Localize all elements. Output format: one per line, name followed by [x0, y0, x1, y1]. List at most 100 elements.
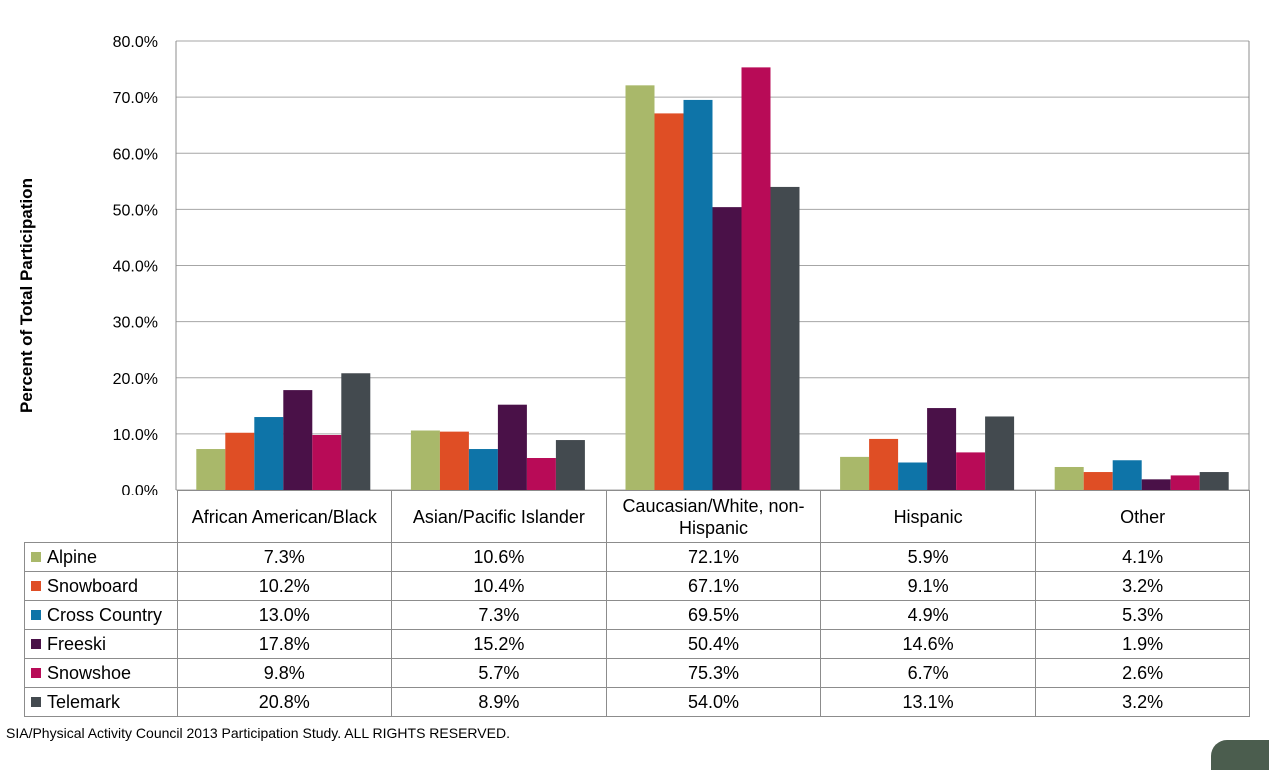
- legend-swatch: [31, 551, 41, 562]
- bar: [254, 417, 284, 490]
- bar: [196, 449, 226, 490]
- legend-swatch: [31, 580, 41, 591]
- legend-swatch: [31, 609, 41, 620]
- y-axis-label: Percent of Total Participation: [17, 178, 36, 413]
- table-row: Alpine 7.3% 10.6% 72.1% 5.9% 4.1%: [24, 542, 1251, 572]
- series-name: Freeski: [47, 633, 107, 654]
- legend-entry: Snowboard: [24, 571, 178, 601]
- data-label: 10.4%: [391, 571, 607, 601]
- legend-swatch: [31, 638, 41, 649]
- data-label: 10.2%: [176, 571, 393, 601]
- data-label: 20.8%: [176, 687, 393, 717]
- bar: [341, 373, 371, 490]
- series-name: Snowshoe: [47, 662, 132, 683]
- x-category-label: African American/Black: [176, 490, 393, 543]
- x-category-label: Other: [1034, 490, 1251, 543]
- data-label: 15.2%: [391, 629, 607, 659]
- series-name: Snowboard: [47, 575, 139, 596]
- data-label: 10.6%: [391, 542, 607, 572]
- bar: [497, 404, 527, 490]
- data-label: 6.7%: [820, 658, 1036, 688]
- table-header-row: African American/Black Asian/Pacific Isla…: [24, 490, 1251, 543]
- x-category-label: Caucasian/White, non-Hispanic: [605, 490, 822, 543]
- bar: [869, 438, 899, 490]
- data-label: 3.2%: [1034, 571, 1251, 601]
- data-table: African American/Black Asian/Pacific Isla…: [24, 490, 1251, 717]
- series-name: Cross Country: [47, 604, 163, 625]
- data-label: 7.3%: [391, 600, 607, 630]
- data-label: 9.1%: [820, 571, 1036, 601]
- series-name: Telemark: [47, 691, 121, 712]
- data-label: 5.3%: [1034, 600, 1251, 630]
- data-label: 17.8%: [176, 629, 393, 659]
- bar: [225, 432, 255, 490]
- bar: [1112, 460, 1142, 490]
- y-tick-label: 10.0%: [113, 427, 158, 444]
- legend-entry: Alpine: [24, 542, 178, 572]
- bar: [283, 390, 313, 490]
- bar: [654, 113, 684, 491]
- data-label: 2.6%: [1034, 658, 1251, 688]
- bar: [683, 99, 713, 491]
- bar: [1170, 475, 1200, 490]
- y-tick-label: 80.0%: [113, 34, 158, 51]
- bar: [555, 440, 585, 490]
- bar: [712, 207, 742, 490]
- corner-tab: [1211, 740, 1269, 770]
- data-label: 72.1%: [605, 542, 822, 572]
- x-category-label: Hispanic: [820, 490, 1036, 543]
- data-label: 4.1%: [1034, 542, 1251, 572]
- y-tick-label: 60.0%: [113, 146, 158, 163]
- bar: [741, 67, 771, 490]
- data-label: 13.1%: [820, 687, 1036, 717]
- data-label: 69.5%: [605, 600, 822, 630]
- data-label: 5.9%: [820, 542, 1036, 572]
- bar: [898, 462, 928, 490]
- table-row: Snowshoe 9.8% 5.7% 75.3% 6.7% 2.6%: [24, 658, 1251, 688]
- bar: [439, 431, 469, 490]
- data-label: 3.2%: [1034, 687, 1251, 717]
- y-tick-label: 50.0%: [113, 202, 158, 219]
- data-label: 7.3%: [176, 542, 393, 572]
- data-label: 9.8%: [176, 658, 393, 688]
- legend-entry: Freeski: [24, 629, 178, 659]
- table-row: Snowboard 10.2% 10.4% 67.1% 9.1% 3.2%: [24, 571, 1251, 601]
- series-name: Alpine: [47, 546, 98, 567]
- legend-swatch: [31, 667, 41, 678]
- bar: [927, 408, 957, 490]
- data-label: 8.9%: [391, 687, 607, 717]
- bar: [410, 430, 440, 490]
- bar: [1141, 479, 1171, 490]
- legend-entry: Snowshoe: [24, 658, 178, 688]
- data-label: 75.3%: [605, 658, 822, 688]
- y-tick-label: 40.0%: [113, 259, 158, 276]
- source-note: SIA/Physical Activity Council 2013 Parti…: [6, 725, 510, 741]
- bar: [770, 186, 800, 491]
- data-label: 5.7%: [391, 658, 607, 688]
- data-label: 50.4%: [605, 629, 822, 659]
- table-row: Freeski 17.8% 15.2% 50.4% 14.6% 1.9%: [24, 629, 1251, 659]
- bar: [1199, 472, 1229, 490]
- data-label: 54.0%: [605, 687, 822, 717]
- bar-chart: 0.0%10.0%20.0%30.0%40.0%50.0%60.0%70.0%8…: [17, 34, 1250, 495]
- bar: [526, 458, 556, 490]
- y-tick-label: 70.0%: [113, 90, 158, 107]
- bar: [1083, 472, 1113, 490]
- data-label: 1.9%: [1034, 629, 1251, 659]
- bar: [312, 434, 342, 490]
- bar: [840, 456, 870, 490]
- table-row: Telemark 20.8% 8.9% 54.0% 13.1% 3.2%: [24, 687, 1251, 717]
- bar: [1054, 466, 1084, 490]
- legend-entry: Telemark: [24, 687, 178, 717]
- bar: [956, 452, 986, 490]
- x-category-label: Asian/Pacific Islander: [391, 490, 607, 543]
- bar: [468, 449, 498, 490]
- bar: [625, 85, 655, 491]
- legend-swatch: [31, 696, 41, 707]
- data-label: 4.9%: [820, 600, 1036, 630]
- table-corner: [24, 490, 178, 543]
- legend-entry: Cross Country: [24, 600, 178, 630]
- table-row: Cross Country 13.0% 7.3% 69.5% 4.9% 5.3%: [24, 600, 1251, 630]
- y-tick-label: 20.0%: [113, 371, 158, 388]
- bar: [985, 416, 1015, 490]
